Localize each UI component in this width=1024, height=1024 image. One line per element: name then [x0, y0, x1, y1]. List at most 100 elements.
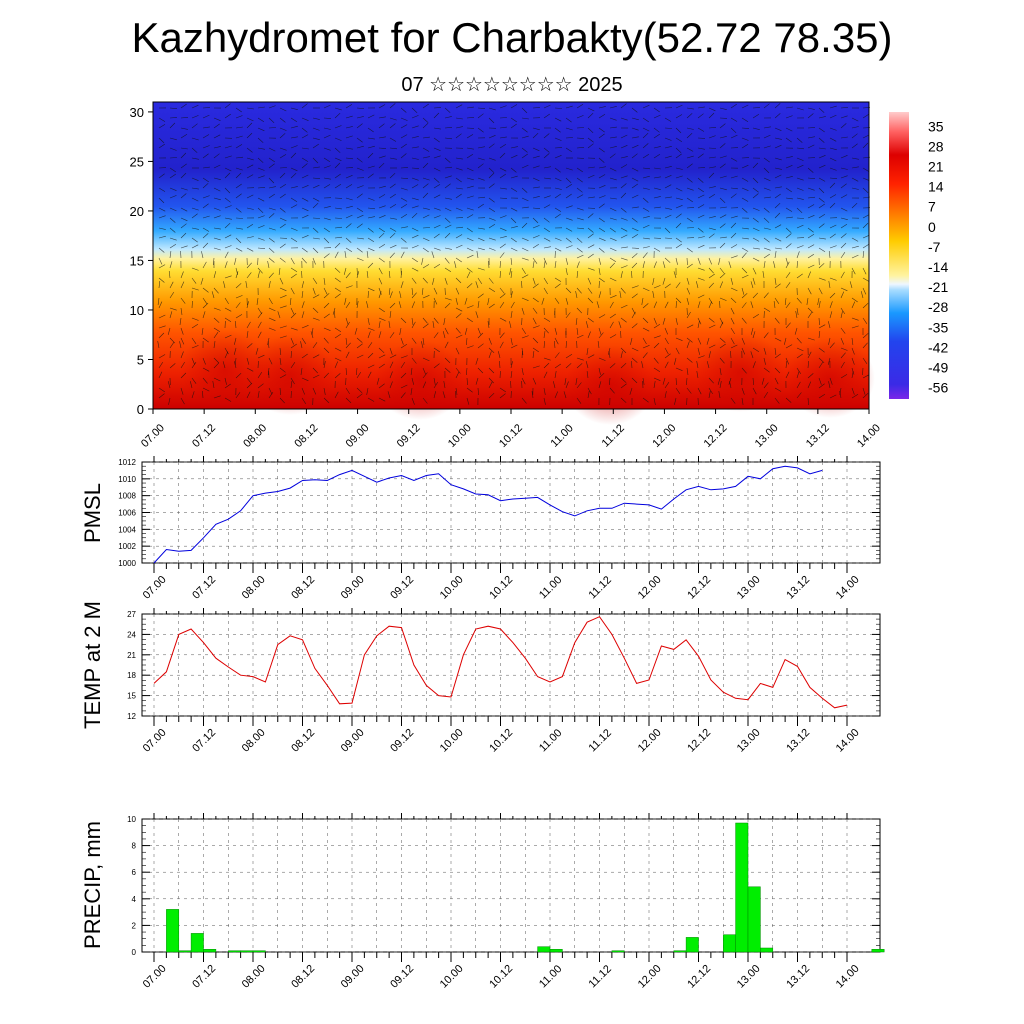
wind-barb: [290, 257, 295, 265]
wind-barb: [345, 237, 352, 243]
x-tick-label: 13.12: [784, 574, 812, 602]
wind-barb: [257, 267, 263, 274]
wind-barb: [312, 157, 319, 164]
colorbar-label: -7: [928, 239, 941, 255]
wind-barb: [411, 197, 419, 201]
wind-barb: [323, 397, 330, 404]
wind-barb: [466, 271, 471, 279]
wind-barb: [378, 383, 385, 389]
wind-barb: [730, 344, 738, 349]
wind-barb: [741, 293, 748, 299]
wind-barb: [455, 126, 463, 129]
wind-barb: [421, 341, 424, 349]
wind-barb: [169, 117, 178, 119]
wind-barb: [862, 187, 869, 194]
wind-barb: [620, 377, 627, 383]
wind-barb: [235, 271, 239, 279]
wind-barb: [246, 174, 254, 179]
y-tick-label: 1000: [118, 559, 136, 568]
wind-barb: [576, 227, 585, 230]
wind-barb: [642, 377, 645, 385]
x-tick-label: 08.00: [240, 574, 268, 602]
wind-barb: [510, 237, 517, 243]
wind-barb: [367, 331, 371, 339]
wind-barb: [389, 137, 397, 142]
wind-barb: [675, 137, 683, 142]
wind-barb: [785, 397, 792, 403]
wind-barb: [829, 233, 836, 239]
wind-barb: [818, 357, 825, 364]
wind-barb: [521, 327, 527, 335]
wind-barb: [752, 127, 760, 130]
wind-barb: [752, 113, 760, 119]
wind-barb: [554, 337, 559, 345]
wind-barb: [796, 273, 803, 279]
wind-barb: [202, 302, 209, 309]
wind-barb: [378, 291, 382, 299]
wind-barb: [411, 136, 419, 139]
wind-barb: [675, 222, 682, 229]
wind-barb: [202, 377, 208, 384]
wind-barb: [686, 197, 693, 203]
wind-barb: [576, 207, 584, 211]
wind-barb: [301, 247, 308, 253]
wind-barb: [818, 197, 825, 203]
wind-barb: [180, 127, 188, 130]
wind-barb: [576, 194, 584, 199]
wind-barb: [774, 237, 782, 242]
wind-barb: [741, 337, 745, 345]
x-tick-label: 10.12: [487, 727, 515, 755]
wind-barb: [224, 187, 231, 194]
x-tick-label: 07.12: [190, 422, 218, 450]
wind-barb: [609, 126, 617, 129]
wind-barb: [345, 247, 353, 253]
wind-barb: [411, 317, 414, 325]
wind-barb: [345, 272, 351, 279]
wind-barb: [169, 107, 178, 109]
wind-barb: [400, 251, 405, 259]
wind-barb: [620, 117, 628, 121]
wind-barb: [257, 207, 264, 214]
wind-barb: [158, 332, 165, 339]
wind-barb: [620, 234, 628, 239]
wind-barb: [840, 374, 848, 379]
wind-barb: [444, 327, 449, 335]
wind-barb: [345, 157, 354, 160]
wind-barb: [356, 137, 363, 143]
wind-barb: [334, 137, 342, 141]
wind-barb: [290, 390, 292, 399]
wind-barb: [191, 157, 199, 160]
wind-barb: [785, 106, 793, 109]
wind-barb: [774, 277, 777, 285]
x-tick-label: 09.00: [344, 422, 372, 450]
wind-barb: [422, 323, 429, 329]
wind-barb: [246, 207, 254, 210]
wind-barb: [576, 334, 584, 339]
precip-bar: [760, 947, 774, 953]
wind-barb: [356, 107, 365, 109]
wind-barb: [345, 104, 353, 109]
wind-barb: [268, 127, 277, 129]
wind-barb: [662, 377, 666, 385]
wind-barb: [796, 251, 800, 259]
wind-barb: [543, 327, 549, 334]
wind-barb: [400, 177, 409, 179]
wind-barb: [455, 334, 463, 339]
wind-barb: [499, 167, 507, 172]
wind-barb: [598, 133, 605, 139]
wind-barb: [279, 193, 286, 199]
wind-barb: [652, 277, 655, 285]
wind-barb: [565, 183, 573, 189]
wind-barb: [158, 393, 165, 399]
wind-barb: [510, 146, 518, 149]
wind-barb: [576, 397, 582, 404]
wind-barb: [378, 354, 386, 359]
wind-barb: [488, 143, 495, 149]
wind-barb: [268, 257, 275, 263]
wind-barb: [675, 213, 682, 219]
plot-frame: [141, 461, 881, 564]
wind-barb: [301, 157, 309, 162]
wind-barb: [807, 227, 814, 233]
wind-barb: [796, 197, 804, 200]
wind-barb: [521, 197, 529, 202]
